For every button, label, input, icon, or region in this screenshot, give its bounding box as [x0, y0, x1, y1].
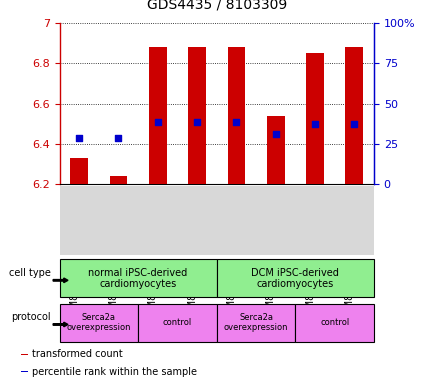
- Bar: [60, 260, 217, 297]
- Text: protocol: protocol: [11, 312, 51, 322]
- Text: cell type: cell type: [9, 268, 51, 278]
- Point: [154, 119, 161, 125]
- Bar: [21, 371, 28, 372]
- Text: control: control: [320, 318, 349, 327]
- Bar: [217, 260, 374, 297]
- Bar: [267, 116, 285, 184]
- Text: DCM iPSC-derived
cardiomyocytes: DCM iPSC-derived cardiomyocytes: [252, 268, 339, 289]
- Text: Serca2a
overexpression: Serca2a overexpression: [67, 313, 131, 332]
- Point: [351, 121, 358, 127]
- Bar: [149, 47, 167, 184]
- Point: [115, 135, 122, 141]
- Text: normal iPSC-derived
cardiomyocytes: normal iPSC-derived cardiomyocytes: [88, 268, 188, 289]
- Text: GDS4435 / 8103309: GDS4435 / 8103309: [147, 0, 287, 12]
- Point: [194, 119, 201, 125]
- Point: [76, 135, 82, 141]
- Bar: [110, 176, 128, 184]
- Point: [233, 119, 240, 125]
- Bar: [227, 47, 245, 184]
- Bar: [70, 158, 88, 184]
- Text: transformed count: transformed count: [32, 349, 123, 359]
- Bar: [60, 303, 138, 342]
- Point: [312, 121, 318, 127]
- Bar: [188, 47, 206, 184]
- Text: Serca2a
overexpression: Serca2a overexpression: [224, 313, 288, 332]
- Text: percentile rank within the sample: percentile rank within the sample: [32, 366, 197, 377]
- Bar: [306, 53, 324, 184]
- Bar: [138, 303, 217, 342]
- Bar: [295, 303, 374, 342]
- Text: control: control: [163, 318, 192, 327]
- Bar: [217, 303, 295, 342]
- Bar: [21, 354, 28, 355]
- Bar: [346, 47, 363, 184]
- Point: [272, 131, 279, 137]
